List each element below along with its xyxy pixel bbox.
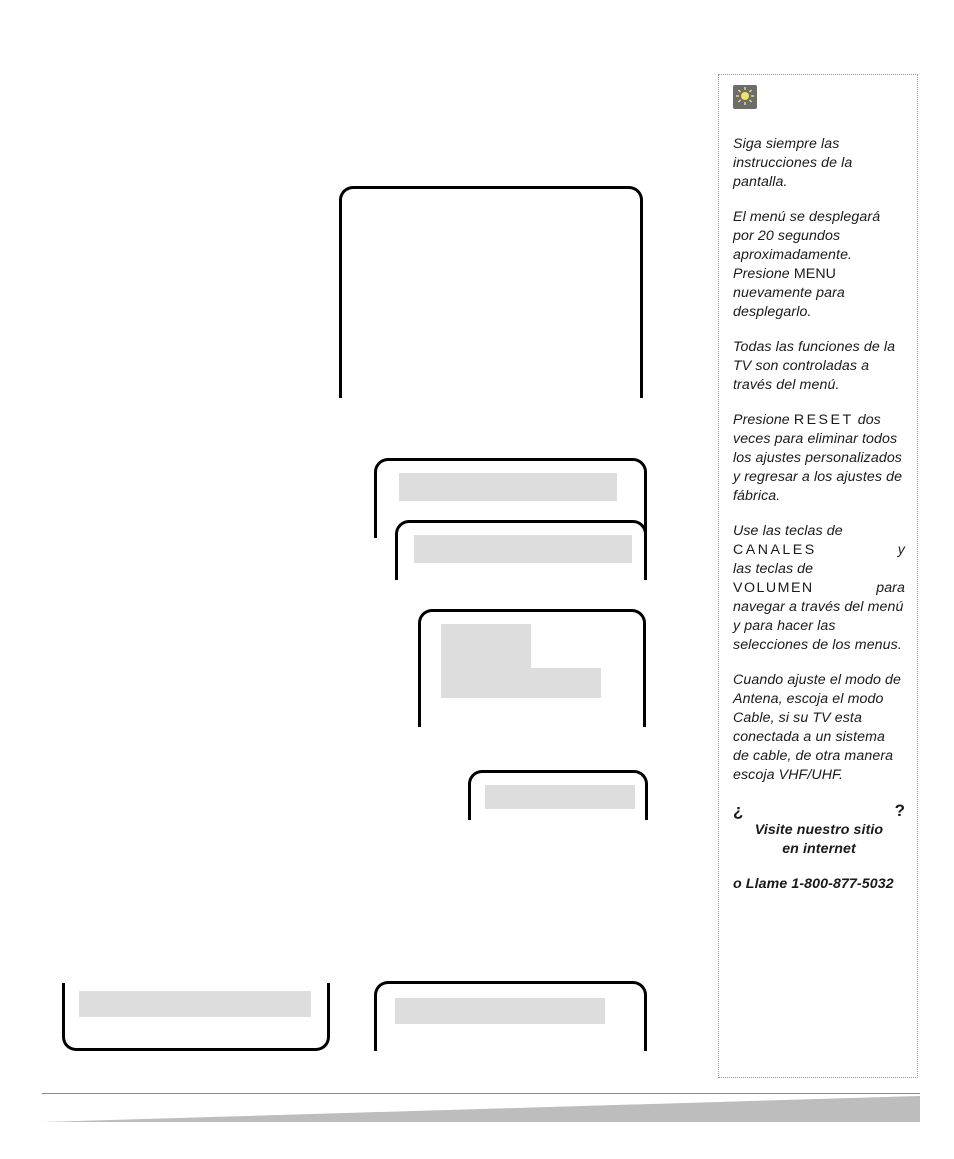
keyword-menu: MENU <box>794 266 836 282</box>
lightbulb-icon <box>733 85 757 109</box>
placeholder-bar <box>395 998 605 1024</box>
document-page: Siga siempre las instrucciones de la pan… <box>0 0 954 1159</box>
visit-line1: Visite nuestro sitio <box>755 822 883 838</box>
diagram-box <box>395 520 647 580</box>
tip-text: Use las teclas de <box>733 523 843 539</box>
placeholder-bar <box>79 991 311 1017</box>
diagram-box <box>418 609 646 727</box>
visit-line2: en internet <box>782 841 856 857</box>
tip-text: las teclas de <box>733 561 813 577</box>
tip-paragraph: El menú se desplegará por 20 segundos ap… <box>733 208 905 322</box>
tip-paragraph: Cuando ajuste el modo de Antena, escoja … <box>733 671 905 785</box>
close-question-mark: ? <box>895 801 905 821</box>
question-row: ¿ ? <box>733 801 905 821</box>
tip-paragraph: Siga siempre las instrucciones de la pan… <box>733 135 905 192</box>
tip-paragraph: Presione RESET dos veces para eliminar t… <box>733 411 905 506</box>
tip-text: navegar a través del menú y para hacer l… <box>733 599 904 653</box>
keyword-canales: CANALES <box>733 542 817 558</box>
placeholder-bar <box>441 624 531 668</box>
tip-sidebar: Siga siempre las instrucciones de la pan… <box>718 74 918 1078</box>
visit-site-text: Visite nuestro sitio en internet <box>733 821 905 859</box>
placeholder-bar <box>485 785 635 809</box>
open-question-mark: ¿ <box>733 801 743 820</box>
placeholder-bar <box>414 535 632 563</box>
footer-rule <box>42 1093 920 1094</box>
diagram-box <box>374 981 647 1051</box>
tip-text: y <box>898 541 905 560</box>
tip-text: nuevamente para desplegarlo. <box>733 285 845 320</box>
tip-paragraph: Use las teclas de CANALES y las teclas d… <box>733 522 905 655</box>
footer-triangle <box>42 1096 920 1122</box>
keyword-reset: RESET <box>794 412 854 428</box>
diagram-box <box>468 770 648 820</box>
tip-paragraph: Todas las funciones de la TV son control… <box>733 338 905 395</box>
call-phone-text: o Llame 1-800-877-5032 <box>733 875 905 894</box>
tip-text: Presione <box>733 412 794 428</box>
placeholder-bar <box>399 473 617 501</box>
tip-text: para <box>876 579 905 598</box>
placeholder-bar <box>441 668 601 698</box>
diagram-box <box>339 186 643 398</box>
keyword-volumen: VOLUMEN <box>733 580 814 596</box>
diagram-box <box>62 983 330 1051</box>
